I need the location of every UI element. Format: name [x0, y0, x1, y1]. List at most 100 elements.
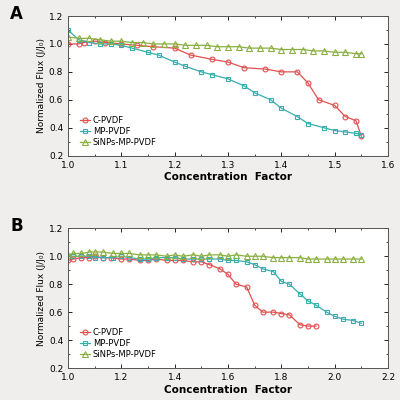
MP-PVDF — [298, 292, 302, 296]
SiNPs-MP-PVDF — [359, 51, 364, 56]
SiNPs-MP-PVDF — [130, 40, 134, 45]
SiNPs-MP-PVDF — [204, 43, 209, 48]
SiNPs-MP-PVDF — [260, 254, 265, 259]
SiNPs-MP-PVDF — [98, 37, 102, 42]
SiNPs-MP-PVDF — [172, 252, 177, 257]
SiNPs-MP-PVDF — [164, 254, 169, 259]
MP-PVDF — [199, 70, 204, 74]
MP-PVDF — [260, 266, 265, 271]
MP-PVDF — [180, 257, 185, 262]
SiNPs-MP-PVDF — [191, 252, 196, 257]
SiNPs-MP-PVDF — [252, 254, 257, 259]
MP-PVDF — [295, 114, 300, 119]
SiNPs-MP-PVDF — [108, 39, 113, 44]
MP-PVDF — [76, 37, 81, 42]
MP-PVDF — [351, 318, 356, 323]
C-PVDF — [188, 53, 193, 58]
Text: B: B — [10, 217, 23, 235]
C-PVDF — [172, 46, 177, 50]
MP-PVDF — [332, 128, 337, 133]
SiNPs-MP-PVDF — [79, 251, 84, 256]
MP-PVDF — [127, 255, 132, 260]
C-PVDF — [279, 70, 284, 74]
SiNPs-MP-PVDF — [111, 251, 116, 256]
SiNPs-MP-PVDF — [180, 254, 185, 259]
C-PVDF — [252, 303, 257, 308]
MP-PVDF — [130, 46, 134, 50]
C-PVDF — [79, 255, 84, 260]
C-PVDF — [199, 260, 204, 264]
C-PVDF — [343, 114, 348, 119]
Line: MP-PVDF: MP-PVDF — [66, 254, 364, 326]
Line: SiNPs-MP-PVDF: SiNPs-MP-PVDF — [65, 34, 364, 56]
SiNPs-MP-PVDF — [332, 50, 337, 55]
SiNPs-MP-PVDF — [154, 252, 158, 257]
C-PVDF — [108, 255, 113, 260]
C-PVDF — [66, 258, 70, 263]
SiNPs-MP-PVDF — [215, 44, 220, 49]
C-PVDF — [146, 258, 150, 263]
MP-PVDF — [359, 321, 364, 326]
Line: C-PVDF: C-PVDF — [66, 39, 364, 138]
SiNPs-MP-PVDF — [151, 42, 156, 46]
MP-PVDF — [279, 279, 284, 284]
MP-PVDF — [314, 303, 318, 308]
SiNPs-MP-PVDF — [332, 257, 337, 262]
SiNPs-MP-PVDF — [340, 257, 345, 262]
MP-PVDF — [306, 298, 310, 303]
SiNPs-MP-PVDF — [279, 255, 284, 260]
SiNPs-MP-PVDF — [162, 42, 166, 46]
MP-PVDF — [252, 90, 257, 95]
Line: SiNPs-MP-PVDF: SiNPs-MP-PVDF — [65, 249, 364, 262]
C-PVDF — [76, 42, 81, 46]
SiNPs-MP-PVDF — [306, 257, 310, 262]
MP-PVDF — [359, 132, 364, 137]
C-PVDF — [287, 312, 292, 317]
MP-PVDF — [154, 255, 158, 260]
MP-PVDF — [87, 254, 92, 259]
SiNPs-MP-PVDF — [71, 251, 76, 256]
Text: A: A — [10, 5, 23, 23]
SiNPs-MP-PVDF — [300, 47, 305, 52]
SiNPs-MP-PVDF — [87, 250, 92, 254]
C-PVDF — [359, 134, 364, 138]
MP-PVDF — [146, 50, 150, 55]
MP-PVDF — [271, 269, 276, 274]
MP-PVDF — [332, 314, 337, 319]
C-PVDF — [154, 257, 158, 262]
Y-axis label: Normalized Flux (J/J₀): Normalized Flux (J/J₀) — [37, 251, 46, 346]
SiNPs-MP-PVDF — [268, 46, 273, 50]
MP-PVDF — [279, 106, 284, 110]
C-PVDF — [191, 260, 196, 264]
C-PVDF — [103, 40, 108, 45]
Legend: C-PVDF, MP-PVDF, SiNPs-MP-PVDF: C-PVDF, MP-PVDF, SiNPs-MP-PVDF — [78, 114, 158, 149]
C-PVDF — [151, 44, 156, 49]
C-PVDF — [306, 81, 310, 86]
MP-PVDF — [252, 262, 257, 267]
SiNPs-MP-PVDF — [172, 42, 177, 46]
C-PVDF — [295, 70, 300, 74]
MP-PVDF — [244, 260, 249, 264]
C-PVDF — [314, 324, 318, 328]
C-PVDF — [138, 258, 142, 263]
Legend: C-PVDF, MP-PVDF, SiNPs-MP-PVDF: C-PVDF, MP-PVDF, SiNPs-MP-PVDF — [78, 326, 158, 361]
C-PVDF — [279, 311, 284, 316]
C-PVDF — [218, 266, 222, 271]
MP-PVDF — [100, 255, 105, 260]
C-PVDF — [306, 324, 310, 328]
SiNPs-MP-PVDF — [311, 48, 316, 53]
SiNPs-MP-PVDF — [298, 255, 302, 260]
C-PVDF — [127, 257, 132, 262]
MP-PVDF — [207, 257, 212, 262]
C-PVDF — [71, 257, 76, 262]
MP-PVDF — [354, 131, 358, 136]
SiNPs-MP-PVDF — [234, 252, 238, 257]
MP-PVDF — [340, 317, 345, 322]
C-PVDF — [210, 57, 214, 62]
MP-PVDF — [226, 76, 230, 81]
X-axis label: Concentration  Factor: Concentration Factor — [164, 385, 292, 395]
MP-PVDF — [226, 258, 230, 263]
C-PVDF — [82, 40, 86, 45]
C-PVDF — [119, 42, 124, 46]
C-PVDF — [207, 262, 212, 267]
